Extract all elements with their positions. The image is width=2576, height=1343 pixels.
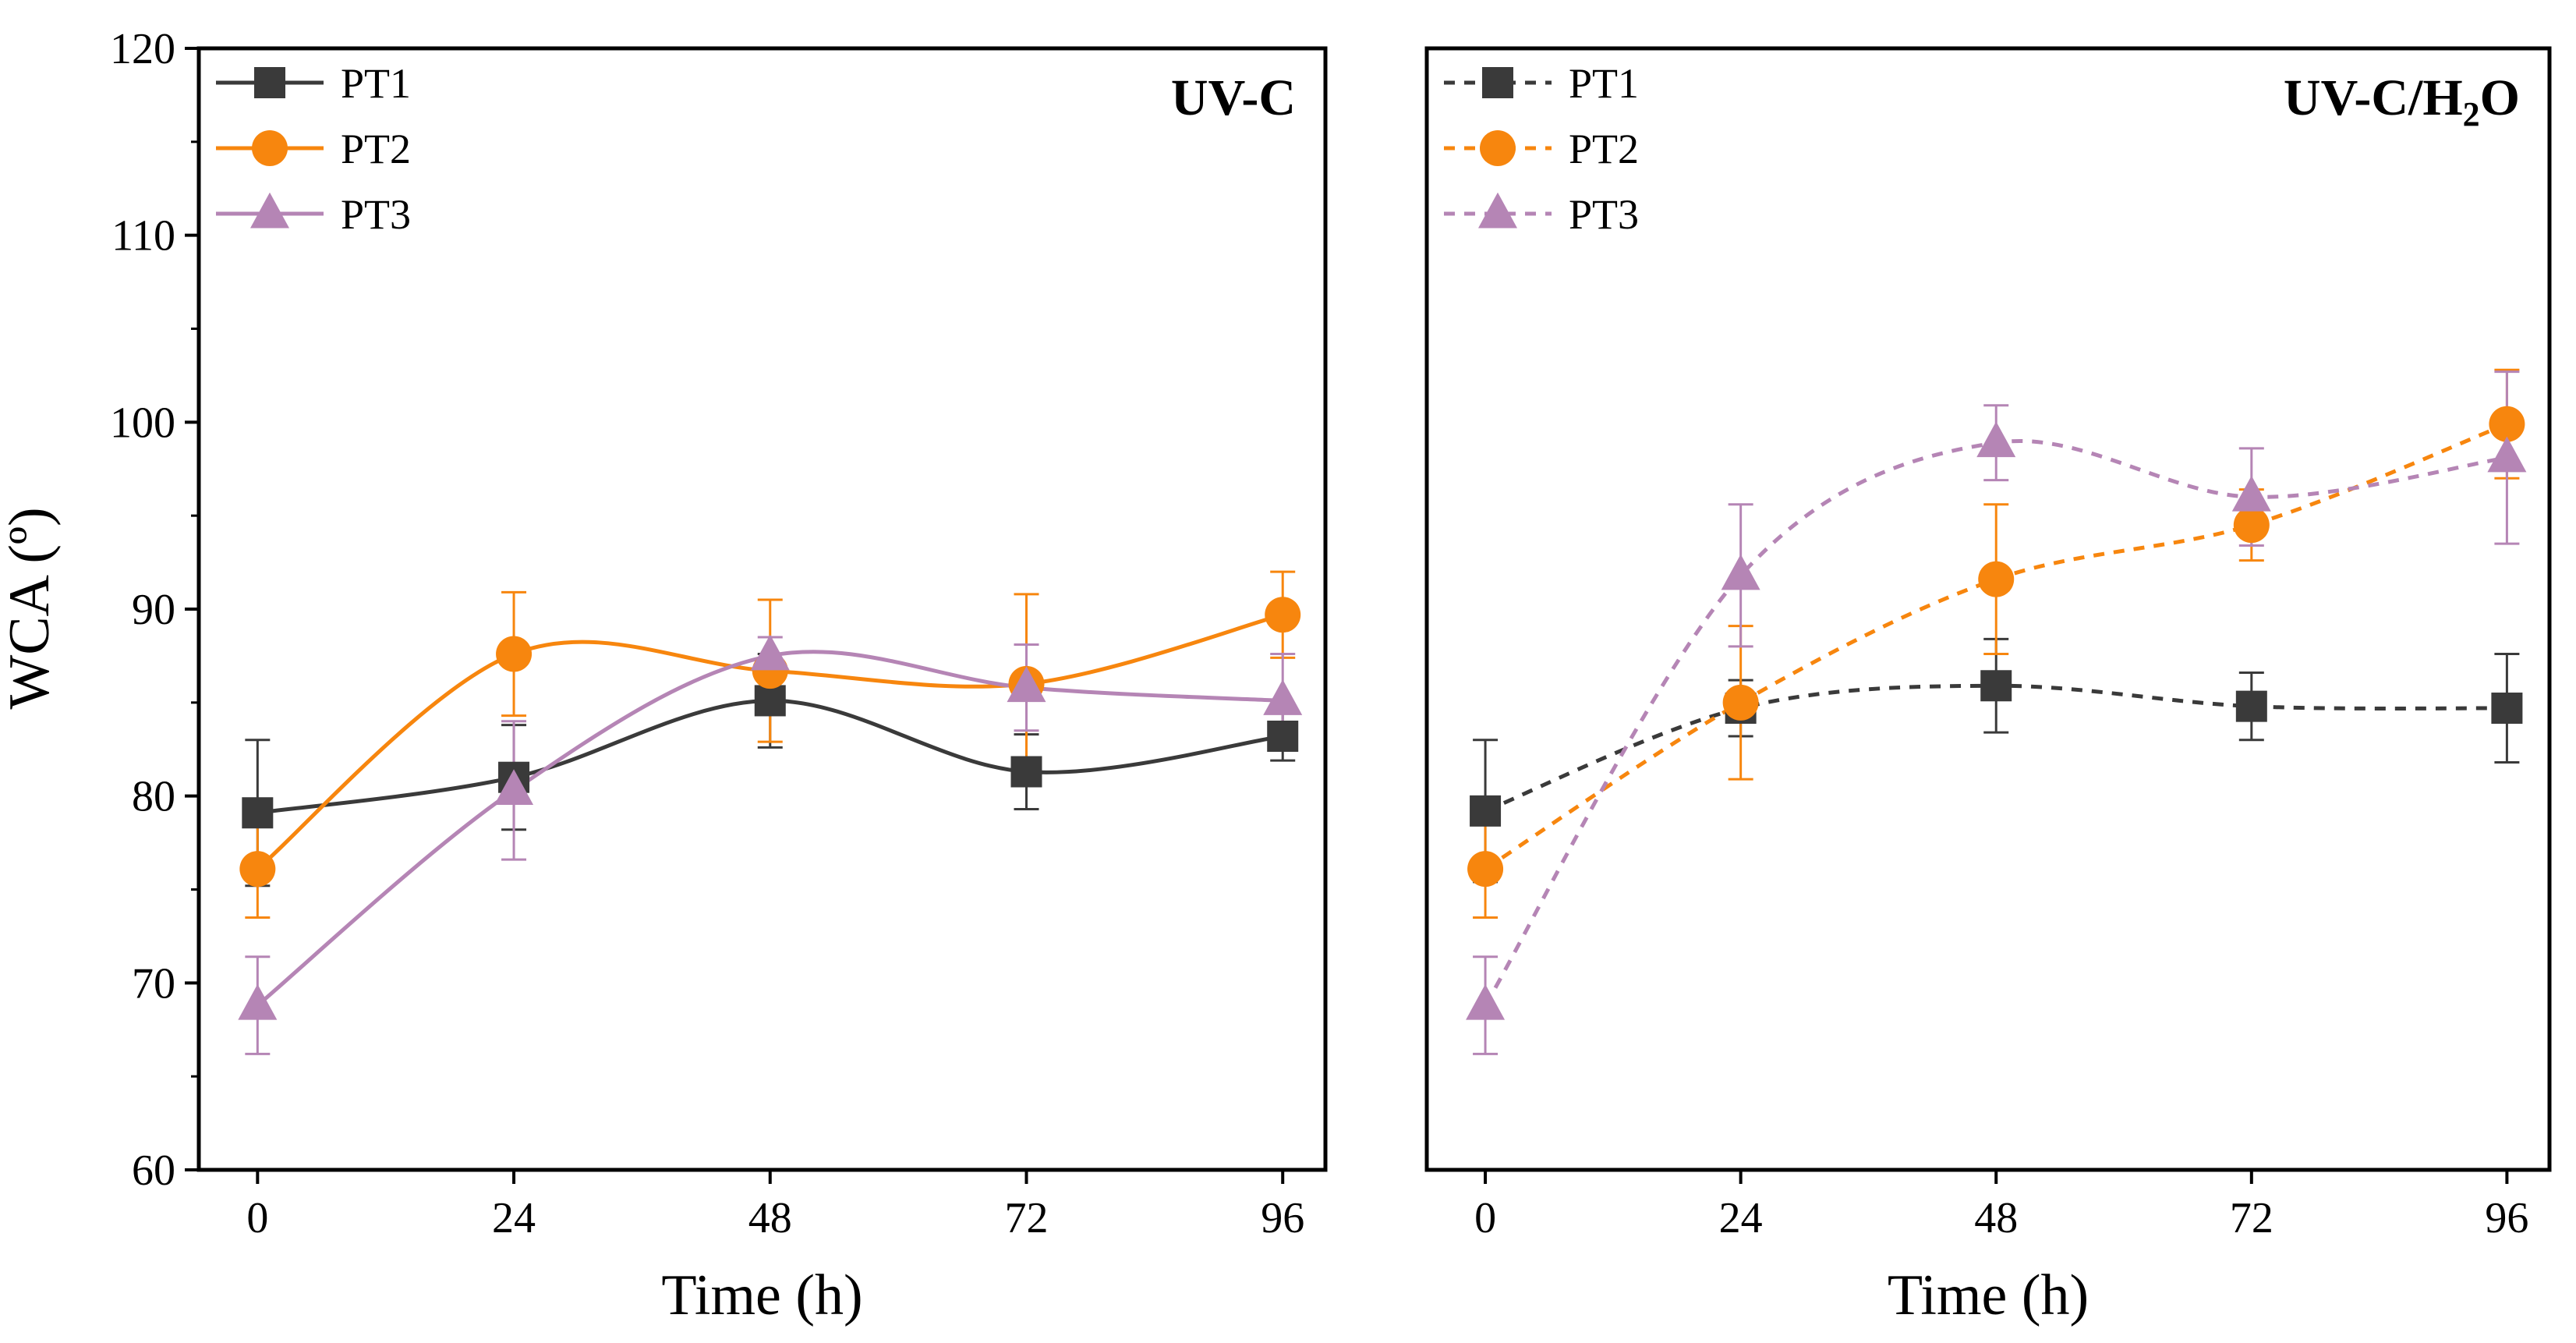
panel-uvc-h2o-pt2-legend-marker xyxy=(1480,130,1516,166)
panel-uvc-x-tick-label: 24 xyxy=(492,1194,536,1242)
panel-uvc-h2o-pt2-marker xyxy=(1722,684,1759,721)
panel-uvc: 0 24 48 72 96 60 70 80 90 100 110 120 PT1 PT2 PT3 UV-… xyxy=(110,25,1328,1327)
panel-uvc-x-tick-label: 48 xyxy=(748,1194,792,1242)
panel-uvc-h2o-pt2-legend-label: PT2 xyxy=(1569,126,1639,172)
panel-uvc-pt3-marker xyxy=(1263,679,1303,715)
panel-uvc-h2o-x-tick-label: 96 xyxy=(2485,1194,2528,1242)
panel-uvc-y-tick-label: 110 xyxy=(111,212,175,260)
panel-uvc-pt1-marker xyxy=(1267,720,1299,752)
panel-uvc-h2o-pt3-legend-label: PT3 xyxy=(1569,191,1639,238)
panel-uvc-pt3-legend-item: PT3 xyxy=(216,191,411,238)
panel-uvc-h2o-pt3-line xyxy=(1483,439,2507,1007)
panel-uvc-h2o-pt2-marker xyxy=(2233,507,2270,544)
panel-uvc-pt3-marker xyxy=(494,769,534,805)
panel-uvc-h2o-pt1-legend-item: PT1 xyxy=(1444,60,1639,107)
panel-uvc-y-tick-label: 70 xyxy=(132,959,175,1008)
panel-uvc-pt2-legend-item: PT2 xyxy=(216,126,411,172)
panel-uvc-h2o-pt3-marker xyxy=(1976,421,2016,458)
panel-uvc-h2o-legend: PT1 PT2 PT3 xyxy=(1444,60,1639,238)
panel-uvc-h2o-pt3-legend-item: PT3 xyxy=(1444,191,1639,238)
panel-uvc-y-tick-label: 120 xyxy=(110,25,175,73)
panel-uvc-h2o-pt2-marker xyxy=(1978,561,2015,597)
panel-uvc-h2o-pt1-legend-label: PT1 xyxy=(1569,60,1639,107)
panel-uvc-h2o-title: UV-C/H2O xyxy=(2284,69,2520,133)
panel-uvc-x-tick-label: 96 xyxy=(1261,1194,1304,1242)
panel-uvc-h2o-pt2-legend-item: PT2 xyxy=(1444,126,1639,172)
panel-uvc-y-tick-label: 80 xyxy=(132,773,175,821)
panel-uvc-legend: PT1 PT2 PT3 xyxy=(216,60,411,238)
panel-uvc-h2o-pt1-marker xyxy=(1980,670,2012,702)
panel-uvc-x-axis-label: Time (h) xyxy=(661,1263,862,1327)
panel-uvc-h2o-pt3-marker xyxy=(2487,436,2527,473)
panel-uvc-pt1-legend-marker xyxy=(254,67,285,98)
panel-uvc-pt2-legend-label: PT2 xyxy=(341,126,411,172)
panel-uvc-pt1-legend-item: PT1 xyxy=(216,60,411,107)
panel-uvc-pt3-marker xyxy=(1007,666,1046,703)
panel-uvc-h2o-pt3-legend-marker xyxy=(1478,192,1517,229)
panel-uvc-pt1-marker xyxy=(754,685,786,717)
panel-uvc-h2o-title-tail: O xyxy=(2480,69,2520,126)
panel-uvc-y-tick-label: 60 xyxy=(132,1146,175,1195)
panel-uvc-h2o-ticks: 0 24 48 72 96 xyxy=(1474,1170,2528,1242)
panel-uvc-title-main: UV-C xyxy=(1171,69,1296,126)
panel-uvc-title: UV-C xyxy=(1171,69,1296,126)
panel-uvc-y-tick-label: 100 xyxy=(110,399,175,447)
panel-uvc-h2o-pt3-marker xyxy=(1466,983,1506,1020)
panel-uvc-pt2-marker xyxy=(1265,597,1301,633)
panel-uvc-h2o-pt1-marker xyxy=(1470,795,1502,827)
panel-uvc-pt3-marker xyxy=(238,983,278,1020)
panel-uvc-h2o-pt3-marker xyxy=(2231,475,2271,512)
panel-uvc-pt3-legend-marker xyxy=(250,192,289,229)
panel-uvc-h2o-frame xyxy=(1424,46,2552,1172)
panel-uvc-h2o-error-bars xyxy=(1473,368,2520,1055)
panel-uvc-y-tick-label: 90 xyxy=(132,586,175,634)
y-axis-label: WCA (º) xyxy=(0,507,62,709)
panel-uvc-h2o-x-tick-label: 48 xyxy=(1974,1194,2018,1242)
panel-uvc-h2o-x-tick-label: 72 xyxy=(2230,1194,2273,1242)
panel-uvc-h2o-title-main: UV-C/H xyxy=(2284,69,2463,126)
panel-uvc-h2o-pt2-marker xyxy=(2489,406,2525,442)
panel-uvc-h2o-x-tick-label: 0 xyxy=(1474,1194,1496,1242)
panel-uvc-h2o: 0 24 48 72 96 PT1 PT2 PT3 UV-C/H2O Time (h) xyxy=(1424,46,2552,1327)
panel-uvc-pt1-legend-label: PT1 xyxy=(341,60,411,107)
panel-uvc-markers xyxy=(238,597,1303,1020)
panel-uvc-h2o-title-sub: 2 xyxy=(2463,95,2480,133)
panel-uvc-pt2-legend-marker xyxy=(252,130,288,166)
panel-uvc-pt3-marker xyxy=(750,634,790,671)
panel-uvc-pt1-marker xyxy=(242,797,274,829)
panel-uvc-h2o-pt1-marker xyxy=(2235,690,2267,722)
panel-uvc-h2o-pt3-marker xyxy=(1721,554,1760,590)
panel-uvc-h2o-pt1-legend-marker xyxy=(1482,67,1513,98)
panel-uvc-pt3-legend-label: PT3 xyxy=(341,191,411,238)
panel-uvc-h2o-x-tick-label: 24 xyxy=(1719,1194,1763,1242)
panel-uvc-h2o-markers xyxy=(1466,406,2527,1020)
panel-uvc-pt2-marker xyxy=(496,636,533,672)
panel-uvc-h2o-pt1-marker xyxy=(2491,693,2523,725)
panel-uvc-h2o-x-axis-label: Time (h) xyxy=(1888,1263,2089,1327)
panel-uvc-x-tick-label: 0 xyxy=(246,1194,268,1242)
panel-uvc-pt2-marker xyxy=(239,851,276,888)
panel-uvc-x-tick-label: 72 xyxy=(1004,1194,1048,1242)
panel-uvc-ticks: 0 24 48 72 96 60 70 80 90 100 110 120 xyxy=(110,25,1304,1242)
panel-uvc-h2o-pt2-marker xyxy=(1467,851,1504,888)
panel-uvc-pt1-marker xyxy=(1010,756,1042,788)
